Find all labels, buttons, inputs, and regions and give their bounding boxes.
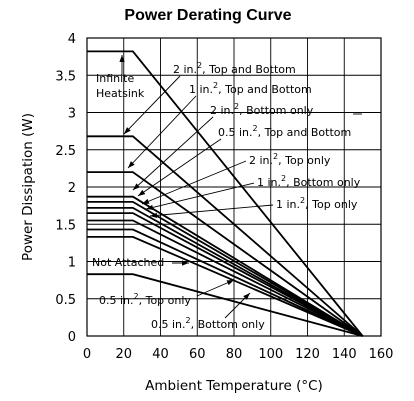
y-tick-label: 2.5 [55, 144, 76, 159]
leader-line [132, 116, 214, 191]
series-lines [87, 50, 364, 337]
leader-line [127, 95, 197, 169]
leader-arrowhead [142, 198, 150, 204]
series-label-2-in-2-top-and-bottom: 2 in.2, Top and Bottom [173, 61, 296, 76]
leader-arrowhead [226, 280, 234, 286]
series-label-not-attached: Not Attached [92, 256, 164, 269]
series-line-not-attached [87, 273, 363, 337]
y-axis-label: Power Dissipation (W) [20, 113, 36, 261]
x-tick-label: 100 [258, 347, 283, 362]
axis-ticks: 0 20 40 60 80 100 120 140 160 0 0.5 1 1.5 2 2.5 3 3.5 4 [55, 32, 393, 362]
series-line-0-5-in-2-top-only [87, 228, 363, 337]
series-label-0-5-in-2-top-only: 0.5 in.2, Top only [99, 292, 191, 307]
series-line-2-in-2-top-only [87, 206, 364, 337]
x-tick-label: 140 [332, 347, 357, 362]
series-line-0-5-in-2-top-and-bottom [87, 200, 364, 337]
series-label-1-in-2-top-only: 1 in.2, Top only [276, 196, 358, 211]
x-tick-label: 60 [189, 347, 206, 362]
leader-arrowhead [182, 260, 189, 266]
series-label-1-in-2-top-and-bottom: 1 in.2, Top and Bottom [189, 81, 312, 96]
y-tick-label: 2 [68, 181, 76, 196]
leader-arrowhead [124, 127, 131, 134]
leader-line [137, 138, 222, 197]
leader-arrowhead [146, 204, 154, 210]
series-labels: Infinite Heatsink 2 in.2, Top and Bottom 1 … [92, 61, 361, 331]
y-tick-label: 3.5 [55, 69, 76, 84]
x-axis-label: Ambient Temperature (°C) [145, 378, 323, 394]
leader-arrowhead [243, 293, 250, 300]
leader-line [141, 160, 247, 205]
series-line-1-in-2-top-and-bottom [87, 171, 364, 337]
y-tick-label: 0.5 [55, 293, 76, 308]
series-label-2-in-2-bottom-only: 2 in.2, Bottom only [210, 102, 314, 117]
x-tick-label: 20 [115, 347, 132, 362]
x-tick-label: 120 [295, 347, 320, 362]
x-tick-label: 40 [152, 347, 169, 362]
y-tick-label: 3 [68, 107, 76, 122]
series-label-infinite-heatsink: Heatsink [96, 87, 145, 100]
plot-frame [86, 37, 382, 337]
series-line-infinite-heatsink [87, 50, 364, 337]
leader-arrowhead [119, 55, 125, 62]
leader-arrowhead [128, 161, 135, 168]
series-line-1-in-2-bottom-only [87, 212, 364, 337]
y-tick-label: 4 [68, 32, 76, 47]
series-line-2-in-2-top-and-bottom [87, 135, 364, 337]
leader-arrows [119, 55, 362, 319]
chart-title: Power Derating Curve [124, 7, 291, 24]
series-label-0-5-in-2-bottom-only: 0.5 in.2, Bottom only [151, 316, 265, 331]
leader-line [145, 182, 255, 210]
y-tick-label: 0 [68, 330, 76, 345]
series-label-0-5-in-2-top-and-bottom: 0.5 in.2, Top and Bottom [218, 124, 351, 139]
x-tick-label: 0 [83, 347, 91, 362]
y-tick-label: 1.5 [55, 218, 76, 233]
series-line-0-5-in-2-bottom-only [87, 235, 363, 337]
leader-arrowhead [150, 212, 158, 218]
series-label-1-in-2-bottom-only: 1 in.2, Bottom only [257, 174, 361, 189]
series-line-2-in-2-bottom-only [87, 195, 364, 337]
y-tick-label: 1 [68, 256, 76, 271]
x-tick-label: 80 [226, 347, 243, 362]
series-label-infinite-heatsink: Infinite [96, 72, 134, 85]
x-tick-label: 160 [369, 347, 394, 362]
leader-line [149, 204, 274, 217]
series-line-1-in-2-top-only [87, 219, 364, 337]
leader-line [123, 75, 181, 135]
leader-arrowhead [138, 189, 146, 196]
series-label-2-in-2-top-only: 2 in.2, Top only [249, 152, 331, 167]
leader-arrowhead [133, 183, 140, 190]
